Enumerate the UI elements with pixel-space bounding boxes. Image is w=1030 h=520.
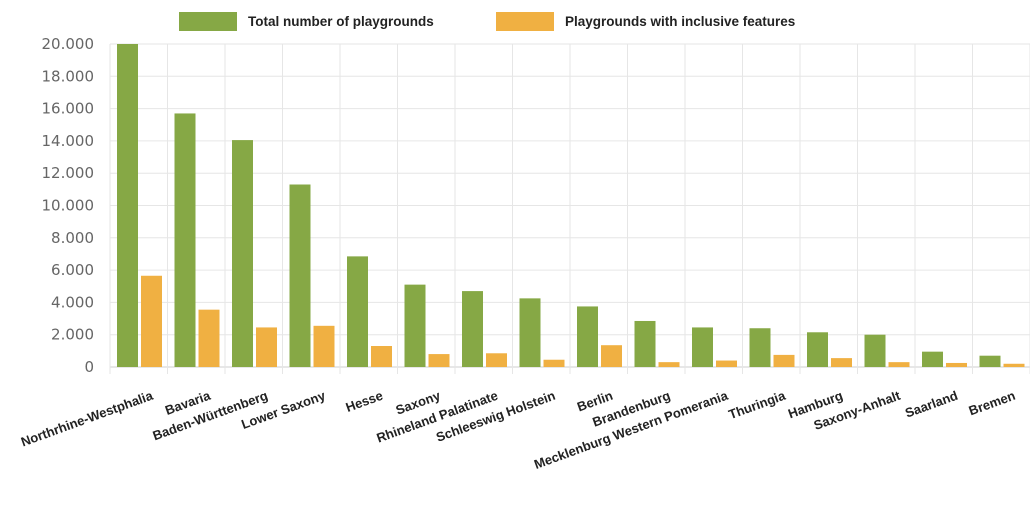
bar-total	[979, 355, 1001, 367]
bar-total	[519, 298, 541, 367]
bar-inclusive	[831, 358, 852, 367]
y-tick-label: 12.000	[42, 164, 95, 182]
bar-inclusive	[946, 362, 967, 367]
y-tick-label: 18.000	[42, 67, 95, 85]
y-tick-label: 20.000	[42, 35, 95, 53]
bar-total	[577, 306, 598, 367]
y-tick-label: 8.000	[51, 229, 94, 247]
bar-total	[864, 334, 886, 367]
bar-inclusive	[486, 353, 507, 367]
legend-swatch-inclusive	[496, 12, 554, 31]
x-tick-label: Bremen	[967, 388, 1018, 419]
x-tick-label: Thuringia	[726, 387, 787, 422]
bar-inclusive	[256, 327, 277, 367]
bar-inclusive	[658, 362, 680, 367]
bar-inclusive	[428, 354, 450, 367]
legend-item-total[interactable]: Total number of playgrounds	[179, 12, 434, 31]
y-tick-label: 16.000	[42, 100, 95, 118]
legend-swatch-total	[179, 12, 237, 31]
bar-total	[692, 327, 713, 367]
chart-legend: Total number of playgrounds Playgrounds …	[0, 12, 1030, 34]
bar-inclusive	[313, 325, 335, 367]
y-tick-label: 4.000	[51, 293, 94, 311]
x-tick-label: Northrhine-Westphalia	[19, 387, 156, 449]
bar-total	[462, 291, 483, 367]
bar-inclusive	[773, 354, 795, 367]
bar-inclusive	[601, 345, 622, 367]
y-tick-label: 10.000	[42, 197, 95, 215]
bar-total	[404, 284, 426, 367]
bar-total	[807, 332, 828, 367]
bar-total	[634, 320, 656, 367]
x-tick-label: Hesse	[344, 388, 385, 415]
legend-label-inclusive: Playgrounds with inclusive features	[565, 14, 796, 29]
y-tick-label: 6.000	[51, 261, 94, 279]
y-tick-label: 0	[84, 358, 94, 376]
bar-total	[749, 328, 771, 367]
bar-total	[922, 351, 943, 367]
bar-inclusive	[543, 359, 565, 367]
bar-total	[232, 140, 253, 367]
bar-inclusive	[141, 275, 162, 367]
bar-inclusive	[1003, 363, 1025, 367]
bar-inclusive	[716, 360, 737, 367]
bar-total	[347, 256, 368, 367]
bar-total	[117, 44, 138, 367]
legend-item-inclusive[interactable]: Playgrounds with inclusive features	[496, 12, 795, 31]
bar-inclusive	[888, 362, 910, 367]
legend-label-total: Total number of playgrounds	[248, 14, 434, 29]
bar-inclusive	[371, 346, 392, 367]
bar-total	[289, 184, 311, 367]
bar-total	[174, 113, 196, 367]
y-tick-label: 2.000	[51, 326, 94, 344]
y-tick-label: 14.000	[42, 132, 95, 150]
bar-inclusive	[198, 309, 220, 367]
x-tick-label: Saarland	[903, 388, 960, 421]
